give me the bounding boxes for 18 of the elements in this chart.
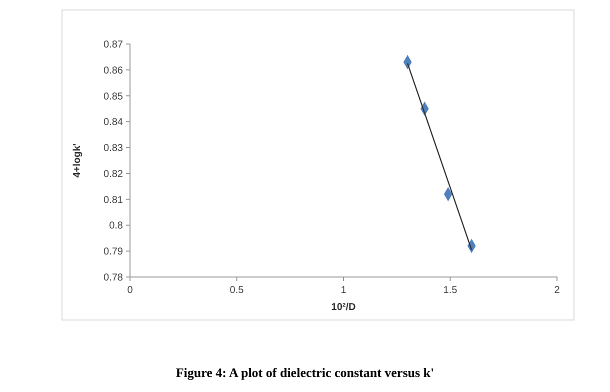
x-axis-title: 10²/D <box>331 302 356 313</box>
x-tick-label: 1 <box>340 285 347 296</box>
x-tick-label: 0.5 <box>230 285 244 296</box>
y-tick-label: 0.84 <box>104 117 124 128</box>
x-tick-label: 0 <box>127 285 134 296</box>
x-tick-label: 1.5 <box>443 285 458 296</box>
y-tick-label: 0.83 <box>104 143 124 154</box>
y-axis-title: 4+logk' <box>72 143 83 178</box>
y-tick-label: 0.79 <box>104 246 124 258</box>
y-tick-label: 0.78 <box>104 272 124 284</box>
y-tick-label: 0.87 <box>104 40 124 50</box>
x-tick-label: 2 <box>554 285 560 296</box>
y-tick-label: 0.82 <box>104 168 124 180</box>
y-tick-label: 0.81 <box>104 194 124 206</box>
y-tick-label: 0.85 <box>104 91 124 102</box>
y-tick-label: 0.8 <box>109 220 124 232</box>
y-tick-label: 0.86 <box>104 65 124 76</box>
caption: Figure 4: A plot of dielectric constant versus k' <box>176 365 434 380</box>
